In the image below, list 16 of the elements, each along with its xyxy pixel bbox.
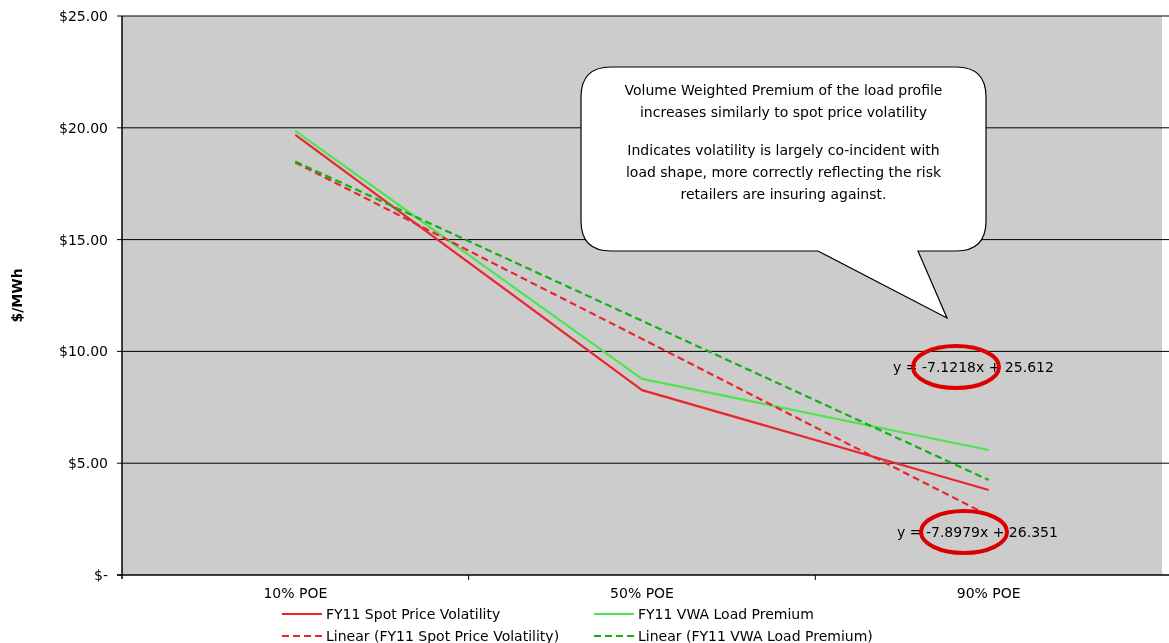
legend-label: FY11 VWA Load Premium <box>638 605 814 622</box>
y-tick-label: $5.00 <box>67 455 108 472</box>
x-tick-label: 50% POE <box>610 585 674 601</box>
y-tick-label: $10.00 <box>59 343 108 360</box>
x-tick-label: 90% POE <box>956 585 1021 601</box>
y-tick-label: $15.00 <box>59 231 108 248</box>
y-tick-label: $- <box>94 566 108 583</box>
legend-label: Linear (FY11 Spot Price Volatility) <box>326 627 560 643</box>
legend-label: Linear (FY11 VWA Load Premium) <box>638 627 873 643</box>
legend-label: FY11 Spot Price Volatility <box>326 605 501 622</box>
y-axis-title: $/MWh <box>9 268 25 323</box>
x-tick-label: 10% POE <box>263 585 328 601</box>
annotation: Volume Weighted Premium of the load profile increases similarly to spot price volatility <box>624 82 943 120</box>
annotation: Indicates volatility is largely co-incident with load shape, more correctly reflecting the risk retailers are insuring against. <box>625 142 942 202</box>
y-tick-label: $25.00 <box>59 7 108 24</box>
y-tick-label: $20.00 <box>59 119 108 136</box>
